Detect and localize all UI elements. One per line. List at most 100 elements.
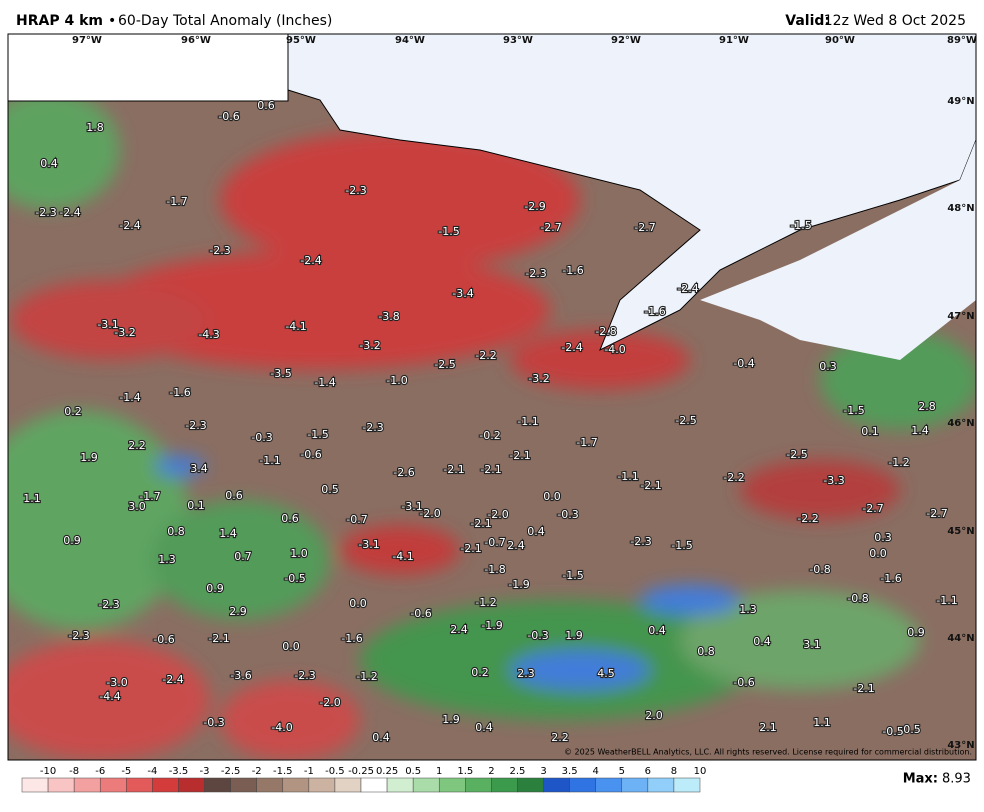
anomaly-label: 0.2 bbox=[64, 405, 82, 418]
latitude-label: 43°N bbox=[947, 740, 974, 751]
anomaly-label: -2.5 bbox=[434, 358, 455, 371]
anomaly-label: 2.4 bbox=[507, 539, 525, 552]
legend-swatch bbox=[21, 777, 49, 793]
legend-swatch bbox=[621, 777, 649, 793]
anomaly-label: -2.4 bbox=[59, 206, 80, 219]
anomaly-label: -2.8 bbox=[595, 325, 616, 338]
anomaly-label: -2.3 bbox=[345, 184, 366, 197]
copyright: © 2025 WeatherBELL Analytics, LLC. All r… bbox=[564, 748, 972, 757]
legend-swatch bbox=[99, 777, 127, 793]
anomaly-label: 2.8 bbox=[918, 400, 936, 413]
legend-tick: -10 bbox=[40, 766, 56, 777]
anomaly-label: -3.0 bbox=[106, 676, 127, 689]
anomaly-label: 0.0 bbox=[282, 640, 300, 653]
anomaly-label: -1.1 bbox=[617, 470, 638, 483]
legend-tick: -0.25 bbox=[348, 766, 374, 777]
anomaly-label: -1.5 bbox=[307, 428, 328, 441]
legend-swatch bbox=[152, 777, 179, 793]
anomaly-label: -1.2 bbox=[888, 456, 909, 469]
anomaly-label: 0.6 bbox=[225, 489, 243, 502]
valid-time: 12z Wed 8 Oct 2025 bbox=[824, 13, 966, 29]
anomaly-label: -1.6 bbox=[341, 632, 362, 645]
anomaly-label: 1.9 bbox=[442, 713, 460, 726]
anomaly-label: -2.1 bbox=[480, 463, 501, 476]
legend-tick: 2 bbox=[488, 766, 494, 777]
legend-swatch bbox=[517, 777, 544, 793]
legend-tick: -3 bbox=[200, 766, 210, 777]
anomaly-label: -2.0 bbox=[319, 696, 340, 709]
anomaly-label: -0.7 bbox=[484, 536, 505, 549]
anomaly-label: -2.1 bbox=[443, 463, 464, 476]
legend-swatch bbox=[595, 777, 623, 793]
anomaly-label: -2.0 bbox=[487, 508, 508, 521]
anomaly-label: -2.3 bbox=[362, 421, 383, 434]
legend-tick: 10 bbox=[694, 766, 707, 777]
anomaly-label: 0.6 bbox=[281, 512, 299, 525]
anomaly-label: 0.4 bbox=[648, 624, 666, 637]
legend-swatch bbox=[543, 777, 570, 793]
anomaly-label: -0.4 bbox=[733, 357, 754, 370]
anomaly-label: -1.8 bbox=[484, 563, 505, 576]
anomaly-label: 0.4 bbox=[753, 635, 771, 648]
anomaly-label: 2.0 bbox=[645, 709, 663, 722]
anomaly-label: -2.5 bbox=[786, 448, 807, 461]
anomaly-label: 1.3 bbox=[158, 553, 176, 566]
anomaly-label: -0.6 bbox=[733, 676, 754, 689]
legend-tick: 1.5 bbox=[457, 766, 473, 777]
anomaly-label: 0.4 bbox=[475, 721, 493, 734]
anomaly-label: -0.5 bbox=[284, 572, 305, 585]
anomaly-label: -2.2 bbox=[723, 471, 744, 484]
anomaly-label: -2.3 bbox=[35, 206, 56, 219]
anomaly-label: -2.7 bbox=[926, 507, 947, 520]
legend-tick: 4 bbox=[593, 766, 599, 777]
anomaly-label: 0.9 bbox=[907, 626, 925, 639]
separator: • bbox=[108, 13, 116, 29]
anomaly-label: -2.4 bbox=[162, 673, 183, 686]
anomaly-label: 0.4 bbox=[527, 525, 545, 538]
anomaly-label: 0.4 bbox=[40, 157, 58, 170]
anomaly-label: -1.9 bbox=[508, 578, 529, 591]
map-frame bbox=[7, 33, 977, 761]
anomaly-label: -2.7 bbox=[862, 502, 883, 515]
anomaly-label: -1.0 bbox=[386, 374, 407, 387]
anomaly-label: 1.8 bbox=[86, 121, 104, 134]
anomaly-label: 0.6 bbox=[257, 99, 275, 112]
anomaly-label: 2.2 bbox=[551, 731, 569, 744]
anomaly-label: -2.3 bbox=[185, 419, 206, 432]
anomaly-label: -1.7 bbox=[139, 490, 160, 503]
legend-swatch bbox=[569, 777, 596, 793]
anomaly-label: -1.5 bbox=[671, 539, 692, 552]
anomaly-label: -1.4 bbox=[314, 376, 335, 389]
anomaly-label: 1.4 bbox=[219, 527, 237, 540]
anomaly-label: -4.4 bbox=[99, 690, 120, 703]
legend-swatch bbox=[178, 777, 205, 793]
legend-tick: -1 bbox=[304, 766, 314, 777]
legend-swatch bbox=[256, 777, 284, 793]
anomaly-label: -2.1 bbox=[460, 542, 481, 555]
legend-swatch bbox=[438, 777, 466, 793]
legend-tick: -2 bbox=[252, 766, 262, 777]
anomaly-label: 0.0 bbox=[349, 597, 367, 610]
anomaly-label: 3.1 bbox=[803, 638, 821, 651]
anomaly-label: -2.1 bbox=[208, 632, 229, 645]
anomaly-label: -2.3 bbox=[68, 629, 89, 642]
anomaly-label: 0.5 bbox=[321, 483, 339, 496]
legend-swatch bbox=[204, 777, 231, 793]
anomaly-label: -1.6 bbox=[880, 572, 901, 585]
anomaly-label: -2.1 bbox=[509, 449, 530, 462]
latitude-label: 49°N bbox=[947, 96, 974, 107]
anomaly-label: -0.7 bbox=[346, 513, 367, 526]
anomaly-label: -2.7 bbox=[540, 221, 561, 234]
anomaly-label: -2.3 bbox=[98, 598, 119, 611]
anomaly-label: -2.4 bbox=[561, 341, 582, 354]
anomaly-label: 0.3 bbox=[874, 531, 892, 544]
anomaly-label: 3.0 bbox=[128, 500, 146, 513]
legend-tick: 0.5 bbox=[405, 766, 421, 777]
anomaly-label: -4.0 bbox=[271, 721, 292, 734]
longitude-label: 95°W bbox=[286, 35, 316, 46]
latitude-label: 46°N bbox=[947, 418, 974, 429]
anomaly-label: -3.3 bbox=[823, 474, 844, 487]
anomaly-label: -1.9 bbox=[481, 619, 502, 632]
max-label: Max: bbox=[903, 772, 938, 787]
anomaly-label: -2.1 bbox=[853, 682, 874, 695]
